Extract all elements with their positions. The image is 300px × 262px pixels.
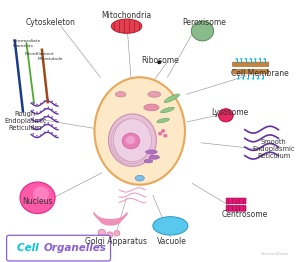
Circle shape: [33, 187, 49, 201]
Circle shape: [107, 232, 113, 238]
Circle shape: [47, 99, 49, 100]
Text: Microtubule: Microtubule: [38, 57, 63, 61]
Text: Vacuole: Vacuole: [157, 237, 187, 245]
Circle shape: [55, 119, 57, 121]
Circle shape: [247, 78, 249, 80]
Circle shape: [114, 231, 120, 236]
Circle shape: [32, 133, 34, 135]
Text: Cell Membrane: Cell Membrane: [230, 69, 288, 78]
Text: Intermediate
Filaments: Intermediate Filaments: [13, 39, 41, 47]
Text: Cytoskeleton: Cytoskeleton: [26, 18, 76, 27]
Circle shape: [44, 132, 45, 133]
Ellipse shape: [160, 107, 174, 113]
Circle shape: [242, 78, 244, 80]
Text: Ribosome: Ribosome: [141, 56, 179, 65]
Circle shape: [32, 102, 34, 103]
Circle shape: [32, 125, 34, 127]
Circle shape: [47, 106, 49, 108]
Circle shape: [218, 109, 233, 122]
Circle shape: [158, 132, 162, 135]
Circle shape: [240, 58, 242, 60]
Circle shape: [252, 78, 254, 80]
Circle shape: [36, 119, 38, 121]
Circle shape: [51, 108, 53, 110]
Circle shape: [40, 103, 42, 104]
Circle shape: [257, 78, 259, 80]
Circle shape: [44, 100, 45, 102]
Circle shape: [55, 135, 57, 136]
FancyBboxPatch shape: [232, 62, 269, 67]
Circle shape: [47, 130, 49, 132]
Ellipse shape: [148, 91, 161, 97]
Text: Cell: Cell: [17, 243, 42, 253]
Circle shape: [237, 78, 240, 80]
Circle shape: [250, 58, 252, 60]
Circle shape: [40, 111, 42, 112]
Circle shape: [259, 58, 261, 60]
Circle shape: [36, 135, 38, 137]
Circle shape: [44, 108, 45, 110]
Text: Peroxisome: Peroxisome: [182, 18, 226, 27]
Circle shape: [47, 114, 49, 116]
Circle shape: [254, 58, 256, 60]
Circle shape: [32, 110, 34, 111]
Ellipse shape: [153, 217, 188, 235]
Circle shape: [51, 124, 53, 126]
Text: Microfilament: Microfilament: [24, 52, 54, 56]
Circle shape: [51, 132, 53, 134]
Circle shape: [36, 127, 38, 129]
Circle shape: [44, 124, 45, 125]
FancyBboxPatch shape: [7, 235, 110, 261]
Circle shape: [47, 122, 49, 124]
Circle shape: [40, 134, 42, 136]
Text: Lysosome: Lysosome: [212, 108, 249, 117]
FancyBboxPatch shape: [226, 198, 246, 204]
Text: Rough
Endoplasmic
Reticulum: Rough Endoplasmic Reticulum: [4, 111, 46, 130]
Circle shape: [98, 229, 106, 236]
Circle shape: [126, 136, 135, 144]
Ellipse shape: [116, 92, 126, 97]
Ellipse shape: [113, 119, 152, 162]
Text: Smooth
Endoplasmic
Reticulum: Smooth Endoplasmic Reticulum: [253, 139, 295, 159]
Ellipse shape: [164, 94, 179, 103]
Circle shape: [191, 21, 214, 41]
Circle shape: [55, 127, 57, 128]
Circle shape: [161, 129, 165, 133]
Text: ScienceFacts: ScienceFacts: [260, 252, 289, 256]
Ellipse shape: [157, 118, 169, 123]
Ellipse shape: [149, 155, 160, 159]
Ellipse shape: [111, 19, 142, 33]
Circle shape: [40, 118, 42, 120]
Ellipse shape: [94, 77, 185, 185]
Text: Centrosome: Centrosome: [222, 210, 268, 219]
Ellipse shape: [135, 175, 144, 181]
Ellipse shape: [144, 104, 159, 111]
Circle shape: [32, 117, 34, 119]
Circle shape: [157, 61, 161, 64]
Circle shape: [44, 116, 45, 117]
Circle shape: [51, 101, 53, 102]
Text: Nucleus: Nucleus: [22, 197, 53, 206]
Ellipse shape: [144, 159, 153, 163]
Circle shape: [122, 133, 140, 149]
FancyBboxPatch shape: [232, 69, 269, 74]
Circle shape: [20, 182, 55, 214]
Circle shape: [245, 58, 247, 60]
Circle shape: [36, 112, 38, 113]
Text: Golgi Apparatus: Golgi Apparatus: [85, 237, 147, 245]
Text: Organelles: Organelles: [44, 243, 106, 253]
Circle shape: [262, 78, 264, 80]
Circle shape: [236, 58, 238, 60]
Ellipse shape: [109, 114, 156, 166]
Ellipse shape: [146, 150, 157, 154]
Circle shape: [263, 58, 266, 60]
Circle shape: [36, 104, 38, 105]
Circle shape: [51, 116, 53, 118]
Circle shape: [55, 111, 57, 113]
Circle shape: [164, 134, 167, 138]
Circle shape: [55, 103, 57, 105]
Circle shape: [40, 126, 42, 128]
FancyBboxPatch shape: [226, 205, 246, 211]
Text: Mitochondria: Mitochondria: [101, 11, 152, 20]
